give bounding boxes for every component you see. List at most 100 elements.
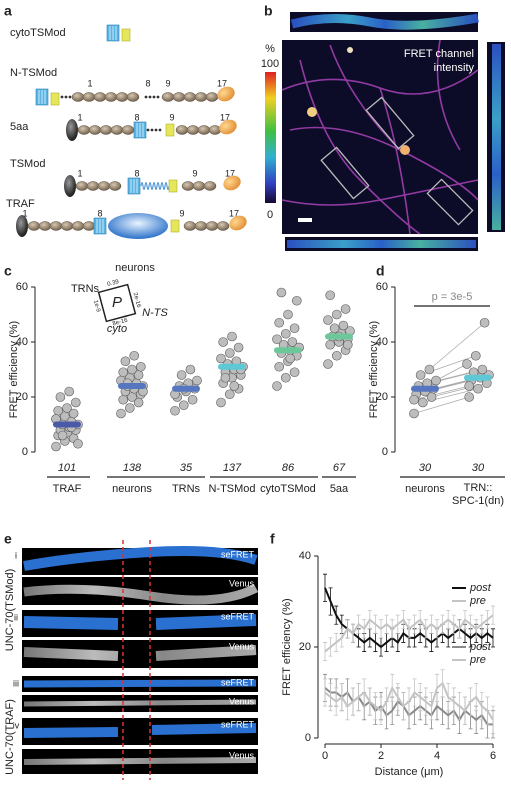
- legend-label: pre: [469, 654, 486, 666]
- data-point: [136, 361, 146, 372]
- construct-name: cytoTSMod: [10, 27, 66, 39]
- data-point: [479, 317, 490, 328]
- spring: [140, 182, 170, 190]
- x-category-label: 5aa: [330, 483, 349, 495]
- data-point: [57, 430, 68, 441]
- fret-image: [265, 12, 505, 251]
- data-point: [274, 361, 285, 372]
- data-point: [272, 381, 282, 391]
- panel-letter: f: [270, 531, 275, 547]
- linker: [60, 95, 64, 99]
- spectrin-repeat: [60, 221, 74, 231]
- spectrin-repeat: [86, 181, 100, 191]
- head-domain: [66, 119, 78, 141]
- domain-number: 1: [87, 78, 92, 88]
- colorbar-unit: %: [265, 43, 275, 55]
- p-value-label: p = 3e-5: [432, 291, 473, 303]
- domain-number: 1: [22, 208, 27, 218]
- spectrin-repeat: [97, 181, 111, 191]
- panel-letter: c: [4, 263, 12, 279]
- spectrin-repeat: [194, 221, 208, 231]
- data-point: [225, 389, 235, 400]
- data-point: [331, 309, 342, 320]
- inset-p-value: 0.39: [107, 279, 120, 288]
- data-point: [289, 367, 300, 378]
- channel-label: seFRET: [221, 677, 255, 687]
- spectrin-repeat: [181, 181, 195, 191]
- spectrin-repeat: [77, 125, 91, 135]
- y-tick-label: 0: [22, 446, 28, 458]
- data-point: [68, 408, 79, 419]
- y-axis-label: FRET efficiency (%): [8, 321, 20, 418]
- head-domain: [16, 215, 28, 237]
- spectrin-repeat: [99, 125, 113, 135]
- inset-label: cyto: [107, 323, 127, 335]
- mean-bar: [325, 333, 353, 340]
- data-point: [340, 304, 351, 314]
- n-label: 35: [180, 462, 193, 474]
- data-point: [323, 315, 333, 325]
- data-point: [73, 438, 83, 449]
- spectrin-repeat: [75, 181, 89, 191]
- pair-line: [413, 385, 470, 401]
- venus: [170, 219, 180, 233]
- spectrin-repeat: [71, 221, 85, 231]
- colorbar-min: 0: [267, 209, 273, 221]
- image-caption: intensity: [434, 62, 475, 74]
- spectrin-repeat: [104, 92, 118, 102]
- data-point: [53, 405, 64, 416]
- linker: [158, 128, 162, 132]
- data-point: [464, 392, 475, 402]
- legend-label: post: [469, 641, 492, 653]
- data-point: [129, 350, 139, 361]
- data-point: [325, 290, 336, 301]
- data-point: [179, 400, 189, 411]
- tail-domain: [229, 215, 247, 231]
- data-point: [342, 339, 353, 350]
- unc70-images: [22, 540, 259, 780]
- data-point: [176, 370, 187, 380]
- n-label: 30: [419, 462, 432, 474]
- data-point: [477, 364, 488, 375]
- domain-number: 17: [220, 112, 230, 122]
- legend-label: post: [469, 582, 492, 594]
- spectrin-repeat: [205, 92, 219, 102]
- data-point: [116, 408, 126, 419]
- venus: [168, 179, 178, 193]
- data-point: [185, 364, 196, 375]
- row-numeral: iii: [13, 678, 19, 688]
- spectrin-repeat: [216, 221, 230, 231]
- data-point: [283, 309, 293, 320]
- spectrin-repeat: [192, 181, 206, 191]
- linker: [144, 95, 148, 99]
- x-tick-label: 0: [322, 750, 328, 762]
- data-point: [409, 394, 419, 405]
- linker: [146, 128, 150, 132]
- data-point: [276, 287, 287, 298]
- data-point: [218, 337, 228, 347]
- panel-letter: a: [4, 3, 12, 19]
- tail-domain: [219, 119, 237, 135]
- y-tick-label: 60: [376, 281, 388, 293]
- row-numeral: ii: [14, 612, 18, 622]
- data-point: [274, 317, 285, 328]
- x-category-label: TRAF: [53, 483, 82, 495]
- data-point: [473, 383, 483, 394]
- spectrin-repeat: [205, 221, 219, 231]
- error-bar: [491, 705, 495, 734]
- x-category-label: TRNs: [172, 483, 201, 495]
- head-domain: [64, 175, 76, 197]
- spectrin-repeat: [88, 125, 102, 135]
- spectrin-repeat: [108, 181, 122, 191]
- data-point: [220, 372, 231, 383]
- image-caption: FRET channel: [404, 48, 474, 60]
- x-category-label: N-TSMod: [208, 483, 255, 495]
- spectrin-repeat: [203, 181, 217, 191]
- x-tick-label: 4: [434, 750, 440, 762]
- linker: [64, 95, 68, 99]
- mean-bar: [218, 363, 246, 370]
- spectrin-repeat: [172, 92, 186, 102]
- data-point: [125, 403, 135, 413]
- spectrin-repeat: [186, 125, 200, 135]
- data-point: [272, 334, 282, 345]
